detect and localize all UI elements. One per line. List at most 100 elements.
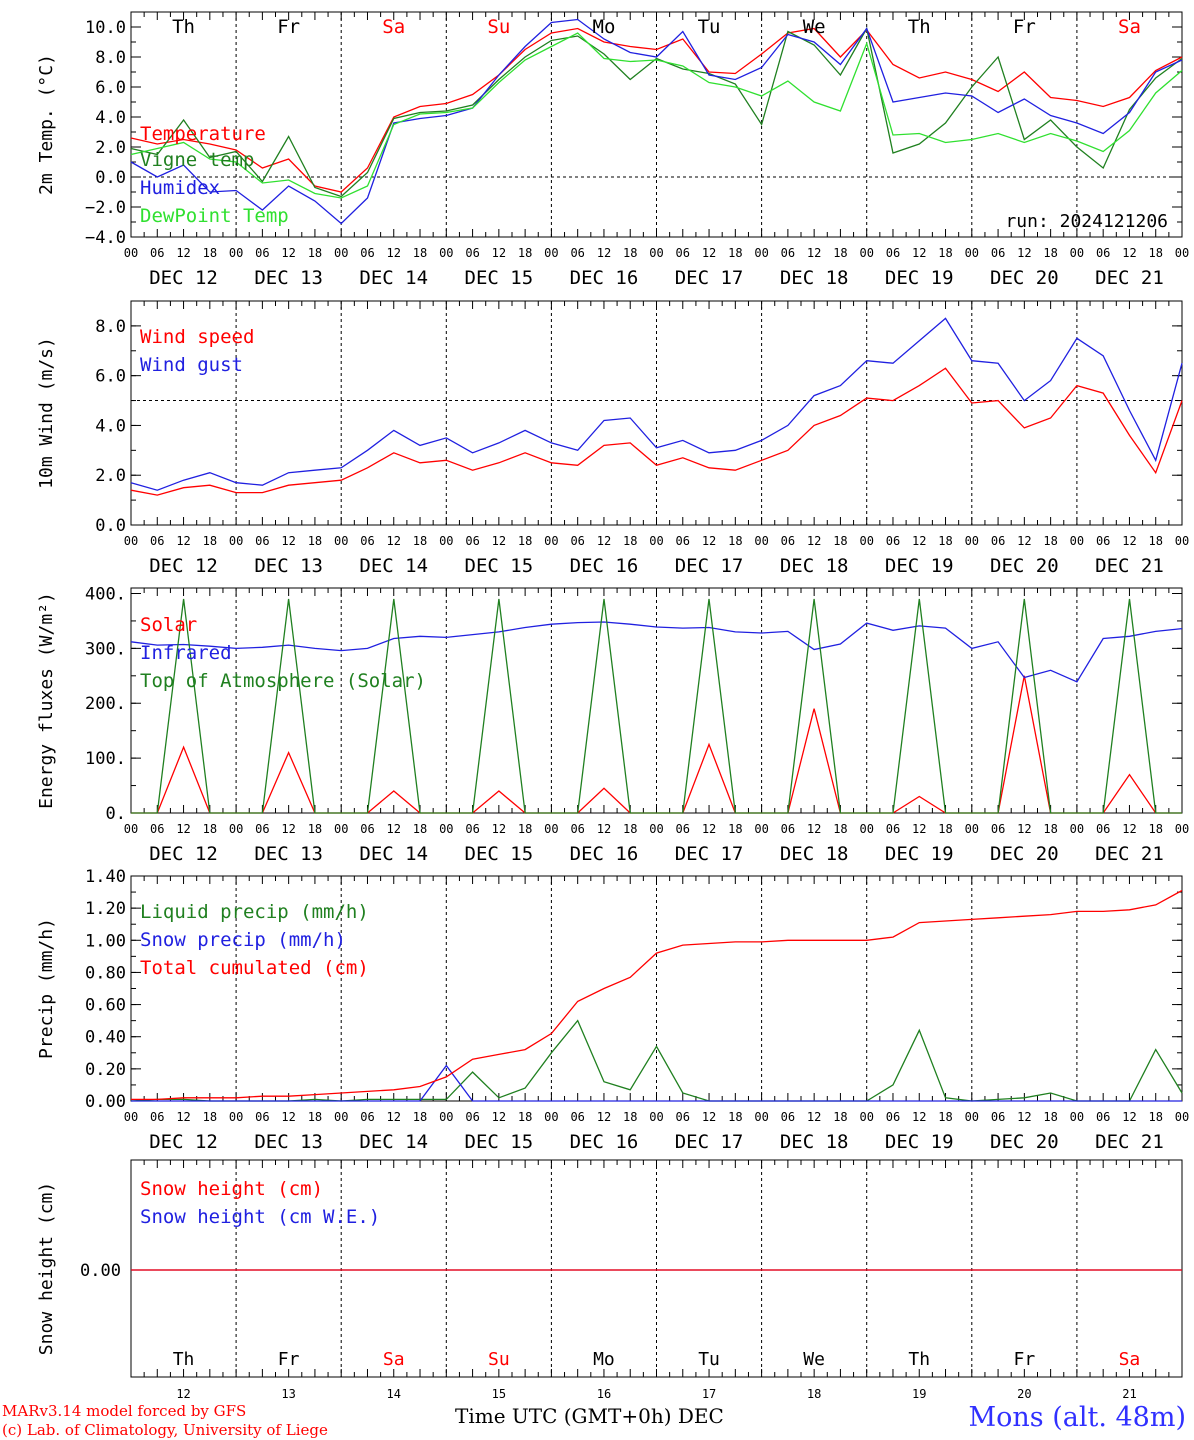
x-hour-label: 12 bbox=[1017, 822, 1031, 836]
x-hour-label: 12 bbox=[492, 1110, 506, 1124]
x-hour-label: 00 bbox=[439, 822, 453, 836]
series-line-vigne-temp bbox=[130, 26, 1183, 198]
x-hour-label: 12 bbox=[176, 822, 190, 836]
x-hour-label: 00 bbox=[334, 246, 348, 260]
x-date-label: DEC 18 bbox=[780, 555, 849, 577]
weekday-label-top: Th bbox=[908, 16, 931, 38]
x-date-label: DEC 12 bbox=[149, 1131, 218, 1153]
weekday-label-top: Fr bbox=[277, 16, 300, 38]
x-hour-label: 12 bbox=[176, 246, 190, 260]
weekday-label-top: Sa bbox=[1118, 16, 1141, 38]
x-hour-label: 12 bbox=[387, 246, 401, 260]
plot-frame bbox=[130, 11, 1183, 238]
plot-frame bbox=[130, 587, 1183, 814]
x-hour-label: 00 bbox=[649, 534, 663, 548]
date-number-bottom: 21 bbox=[1122, 1387, 1136, 1401]
x-hour-label: 18 bbox=[938, 534, 952, 548]
x-date-label: DEC 16 bbox=[570, 1131, 639, 1153]
weekday-label-bottom: Su bbox=[488, 1349, 510, 1370]
x-hour-label: 06 bbox=[360, 534, 374, 548]
x-hour-label: 18 bbox=[203, 1110, 217, 1124]
x-hour-label: 18 bbox=[308, 534, 322, 548]
x-hour-label: 12 bbox=[702, 822, 716, 836]
series-line-wind-speed bbox=[130, 367, 1183, 496]
y-tick-label: 0.80 bbox=[85, 963, 126, 983]
run-label: run: 2024121206 bbox=[1005, 211, 1168, 232]
x-hour-label: 06 bbox=[150, 246, 164, 260]
x-hour-label: 18 bbox=[938, 246, 952, 260]
x-hour-label: 06 bbox=[570, 246, 584, 260]
x-hour-label: 18 bbox=[623, 1110, 637, 1124]
x-date-label: DEC 19 bbox=[885, 555, 954, 577]
x-hour-label: 18 bbox=[1043, 246, 1057, 260]
y-axis-label: Snow height (cm) bbox=[36, 1182, 57, 1355]
x-hour-label: 18 bbox=[518, 1110, 532, 1124]
x-date-label: DEC 16 bbox=[570, 267, 639, 289]
x-hour-label: 12 bbox=[702, 534, 716, 548]
legend-entry: Wind gust bbox=[140, 354, 243, 376]
x-hour-label: 06 bbox=[360, 1110, 374, 1124]
x-hour-label: 06 bbox=[465, 246, 479, 260]
x-date-label: DEC 18 bbox=[780, 1131, 849, 1153]
x-hour-label: 12 bbox=[702, 1110, 716, 1124]
y-axis-label: 2m Temp. (°C) bbox=[36, 54, 57, 195]
x-hour-label: 18 bbox=[938, 1110, 952, 1124]
weekday-label-bottom: Tu bbox=[698, 1349, 720, 1370]
x-date-label: DEC 20 bbox=[990, 1131, 1059, 1153]
x-date-label: DEC 21 bbox=[1095, 555, 1164, 577]
x-hour-label: 12 bbox=[1017, 534, 1031, 548]
x-hour-label: 18 bbox=[728, 246, 742, 260]
legend-entry: Temperature bbox=[140, 123, 266, 145]
x-date-label: DEC 17 bbox=[675, 267, 744, 289]
x-hour-label: 18 bbox=[413, 822, 427, 836]
x-hour-label: 00 bbox=[859, 246, 873, 260]
y-tick-label: 2.0 bbox=[95, 138, 126, 158]
x-date-label: DEC 17 bbox=[675, 555, 744, 577]
date-number-bottom: 16 bbox=[597, 1387, 611, 1401]
x-date-label: DEC 20 bbox=[990, 555, 1059, 577]
x-hour-label: 00 bbox=[965, 246, 979, 260]
weekday-label-bottom: Th bbox=[173, 1349, 195, 1370]
x-hour-label: 18 bbox=[413, 1110, 427, 1124]
date-number-bottom: 15 bbox=[492, 1387, 506, 1401]
x-date-label: DEC 15 bbox=[465, 555, 534, 577]
x-hour-label: 12 bbox=[281, 246, 295, 260]
x-date-label: DEC 13 bbox=[254, 843, 323, 865]
x-date-label: DEC 18 bbox=[780, 843, 849, 865]
x-hour-label: 00 bbox=[965, 822, 979, 836]
x-hour-label: 00 bbox=[754, 1110, 768, 1124]
x-date-label: DEC 13 bbox=[254, 1131, 323, 1153]
x-hour-label: 00 bbox=[754, 822, 768, 836]
x-hour-label: 18 bbox=[1148, 822, 1162, 836]
x-hour-label: 12 bbox=[1122, 1110, 1136, 1124]
x-hour-label: 06 bbox=[676, 1110, 690, 1124]
x-hour-label: 18 bbox=[1148, 534, 1162, 548]
x-hour-label: 18 bbox=[728, 1110, 742, 1124]
x-hour-label: 18 bbox=[413, 534, 427, 548]
series-line-humidex bbox=[130, 18, 1183, 225]
x-hour-label: 00 bbox=[334, 534, 348, 548]
x-hour-label: 00 bbox=[1070, 534, 1084, 548]
x-hour-label: 00 bbox=[649, 1110, 663, 1124]
legend-entry: Liquid precip (mm/h) bbox=[140, 901, 369, 923]
x-hour-label: 00 bbox=[1175, 534, 1189, 548]
date-number-bottom: 20 bbox=[1017, 1387, 1031, 1401]
series-line-wind-gust bbox=[130, 317, 1183, 491]
x-date-label: DEC 12 bbox=[149, 843, 218, 865]
x-date-label: DEC 21 bbox=[1095, 843, 1164, 865]
x-date-label: DEC 20 bbox=[990, 843, 1059, 865]
legend-entry: Snow height (cm) bbox=[140, 1178, 323, 1200]
weekday-label-top: Su bbox=[487, 16, 510, 38]
x-hour-label: 00 bbox=[1070, 246, 1084, 260]
x-hour-label: 06 bbox=[465, 1110, 479, 1124]
x-hour-label: 06 bbox=[570, 822, 584, 836]
x-hour-label: 00 bbox=[334, 1110, 348, 1124]
x-date-label: DEC 18 bbox=[780, 267, 849, 289]
x-hour-label: 12 bbox=[281, 1110, 295, 1124]
weekday-label-top: We bbox=[803, 16, 826, 38]
y-tick-label: 0.00 bbox=[80, 1261, 121, 1281]
x-hour-label: 06 bbox=[150, 822, 164, 836]
x-hour-label: 06 bbox=[1096, 246, 1110, 260]
x-hour-label: 06 bbox=[991, 1110, 1005, 1124]
